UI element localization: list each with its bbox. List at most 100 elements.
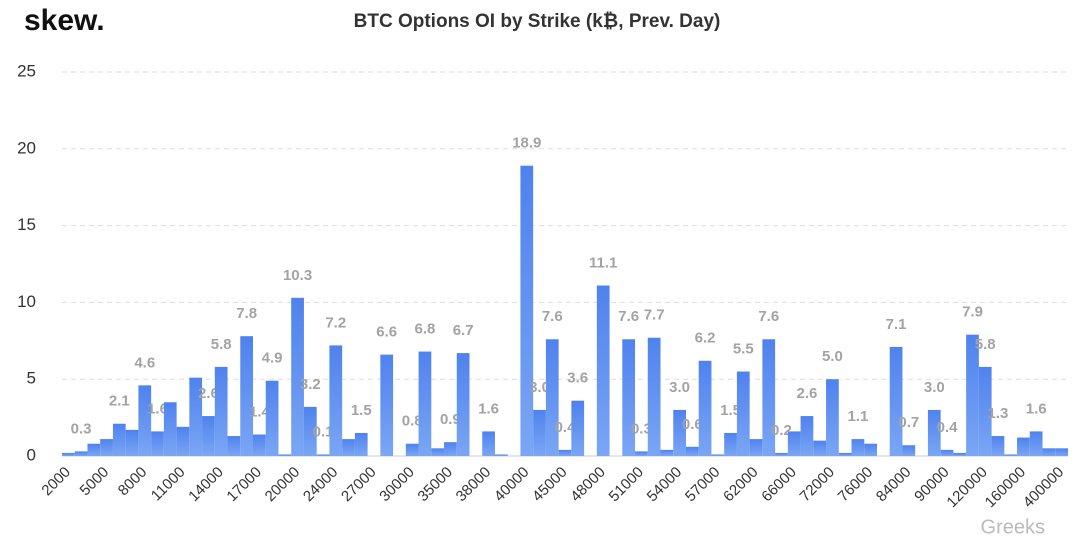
data-label: 0.3 (71, 420, 92, 437)
data-label: 0.7 (898, 414, 919, 431)
bar (405, 443, 419, 456)
bar (545, 339, 559, 456)
y-tick-label: 0 (27, 445, 36, 464)
y-tick-label: 25 (17, 61, 36, 80)
bar (1004, 454, 1018, 456)
x-tick-label: 160000 (982, 464, 1029, 511)
data-label: 4.6 (134, 354, 155, 371)
bar (673, 409, 686, 456)
data-label: 0.9 (440, 411, 461, 428)
bar (571, 400, 585, 456)
data-label: 6.2 (695, 330, 716, 347)
data-label: 5.0 (822, 348, 843, 365)
bar (202, 416, 215, 456)
x-tick-label: 17000 (223, 464, 265, 506)
bar (380, 354, 394, 456)
bar (800, 416, 814, 456)
data-label: 7.8 (236, 305, 257, 322)
bar (1017, 437, 1030, 456)
bar (864, 443, 877, 456)
data-label: 0.3 (631, 420, 652, 437)
x-tick-label: 27000 (338, 464, 380, 506)
data-label: 1.6 (1026, 400, 1047, 417)
data-label: 7.2 (325, 314, 346, 331)
data-label: 3.6 (567, 370, 588, 387)
x-tick-label: 72000 (797, 464, 839, 506)
x-tick-label: 35000 (415, 464, 457, 506)
data-label: 3.0 (529, 379, 550, 396)
bar (724, 432, 737, 456)
data-label: 1.5 (351, 402, 372, 419)
bar (596, 285, 610, 456)
x-tick-label: 2000 (38, 464, 74, 500)
bar (253, 434, 266, 456)
bar (87, 443, 101, 456)
x-tick-label: 62000 (720, 464, 762, 506)
x-tick-label: 14000 (185, 464, 227, 506)
bar (456, 353, 470, 456)
data-label: 5.8 (211, 336, 232, 353)
chart-title: BTC Options OI by Strike (k₿, Prev. Day) (354, 11, 721, 32)
bar (240, 336, 254, 456)
bar (74, 451, 88, 456)
bar (291, 297, 304, 456)
bar (444, 442, 457, 456)
data-label: 7.7 (644, 307, 665, 324)
x-tick-label: 8000 (115, 464, 151, 500)
data-label: 1.6 (478, 400, 499, 417)
data-label: 5.5 (733, 340, 754, 357)
data-label: 0.1 (313, 423, 334, 440)
bar (622, 339, 636, 456)
data-label: 0.4 (555, 419, 577, 436)
x-tick-label: 45000 (529, 464, 571, 506)
bar (342, 439, 355, 456)
data-label: 1.1 (847, 408, 868, 425)
x-tick-label: 400000 (1020, 464, 1067, 511)
data-label: 7.6 (758, 308, 779, 325)
x-tick-label: 11000 (148, 464, 189, 505)
x-tick-label: 76000 (835, 464, 877, 506)
bar (1029, 431, 1043, 456)
data-label: 3.0 (669, 379, 690, 396)
bar (966, 334, 979, 456)
bar (176, 426, 190, 456)
bar (494, 454, 508, 456)
data-label: 1.3 (988, 405, 1009, 422)
bar (787, 431, 801, 456)
bar (533, 409, 546, 456)
data-label: 7.6 (542, 308, 563, 325)
x-tick-label: 57000 (682, 464, 724, 506)
bar (316, 454, 330, 456)
bar (813, 440, 827, 456)
y-tick-label: 20 (17, 138, 36, 157)
bar (775, 452, 788, 456)
data-label: 0.2 (771, 422, 792, 439)
bar (826, 379, 839, 456)
data-label: 0.6 (682, 416, 703, 433)
data-label: 0.4 (937, 419, 959, 436)
bar (647, 337, 661, 456)
bar (1055, 448, 1068, 456)
bar (635, 451, 648, 456)
bar (214, 366, 228, 456)
bar (100, 439, 113, 456)
bar (163, 402, 177, 456)
data-label: 2.6 (797, 385, 818, 402)
bar (749, 439, 763, 456)
bar (520, 165, 534, 457)
bar (660, 449, 674, 456)
bar (62, 452, 75, 456)
x-tick-label: 54000 (644, 464, 686, 506)
data-label: 7.6 (618, 308, 639, 325)
x-tick-label: 51000 (606, 464, 648, 506)
data-label: 1.5 (720, 402, 741, 419)
brand: skew. (24, 4, 105, 37)
bar (558, 449, 572, 456)
bar (354, 432, 368, 456)
data-label: 1.4 (249, 403, 271, 420)
y-tick-label: 15 (17, 215, 36, 234)
data-label: 0.8 (402, 413, 423, 430)
watermark: Greeks (981, 516, 1045, 538)
data-label: 6.7 (453, 322, 474, 339)
bar (112, 423, 126, 456)
